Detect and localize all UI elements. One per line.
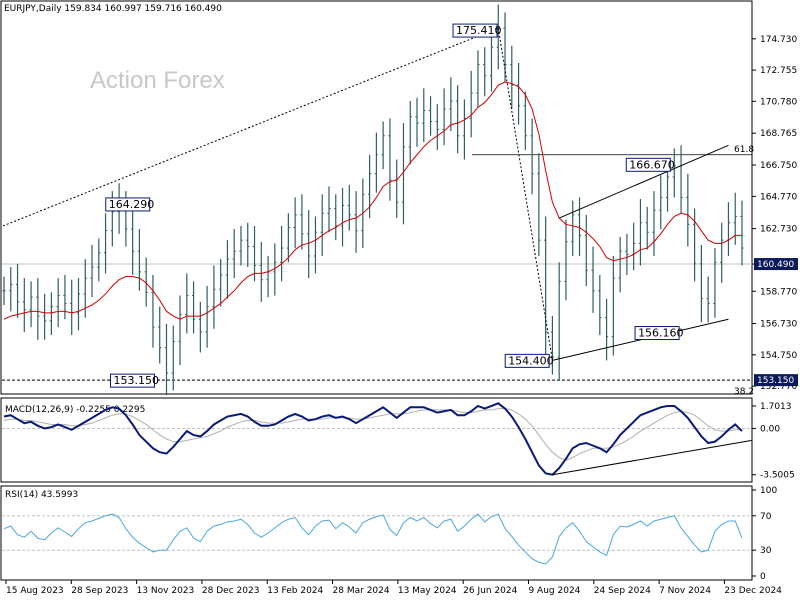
drop-line-dotted [497,27,553,361]
price-axis-label-162-730: 162.730 [760,225,797,235]
price-axis-label-174-730: 174.730 [760,35,797,45]
rsi-axis-label: 0 [760,572,766,582]
fib-618-label: 61.8 [734,145,754,155]
callout-box [634,326,680,341]
macd-main-line [3,402,743,476]
x-axis-label: 24 Sep 2024 [594,586,651,596]
current-price-badge [754,258,798,271]
macd-label: MACD(12,26,9) -0.2255 0.2295 [5,405,145,415]
upper-trendline-dotted [2,27,499,227]
price-axis-label-154-750: 154.750 [760,351,797,361]
macd-axis-label: 1.7013 [760,402,792,412]
price-axis-label-172-755: 172.755 [760,66,797,76]
rsi-axis-label: 100 [760,486,777,496]
macd-trendline [552,439,753,476]
macd-axis-label: 0.00 [760,424,780,434]
callout-label-175-410: 175.410 [456,24,502,37]
x-axis-label: 13 Nov 2023 [137,586,195,596]
axis-labels-group: 174.730 172.755 170.780 168.765 166.750 164.7… [5,35,798,596]
callout-label-154-400: 154.400 [508,354,553,367]
macd-series-group [2,402,753,476]
price-axis-label-152-770: 152.770 [760,382,797,392]
x-axis-label: 26 Jun 2024 [463,586,517,596]
callout-label-166-670: 166.670 [629,158,675,171]
x-axis-label: 28 Sep 2023 [71,586,128,596]
x-axis-label: 28 Dec 2023 [202,586,260,596]
rsi-axis-label: 30 [760,546,772,556]
support-price-badge [754,374,798,387]
price-series-group: 61.8 38.2 175.410 164.290 153.150 166.670 154.… [2,4,754,397]
x-axis-label: 9 Aug 2024 [528,586,580,596]
x-axis-label: 13 Feb 2024 [267,586,323,596]
price-axis-label-158-770: 158.770 [760,287,797,297]
callout-label-153-150: 153.150 [113,374,159,387]
symbol-header: EURJPY,Daily 159.834 160.997 159.716 160… [4,4,222,14]
moving-average-line [3,81,742,320]
watermark-text: Action Forex [90,67,225,94]
price-axis-label-170-780: 170.780 [760,97,797,107]
callout-label-164-290: 164.290 [109,198,154,211]
support-price-label: 153.150 [757,376,794,386]
price-axis-label-168-765: 168.765 [760,129,797,139]
callout-box [625,157,671,172]
callout-box [504,353,550,368]
fib-382-label: 38.2 [734,387,754,397]
rsi-label: RSI(14) 43.5993 [5,490,78,500]
callout-label-156-160: 156.160 [638,327,684,340]
x-axis-label: 23 Dec 2024 [724,586,782,596]
callout-box [105,197,151,212]
x-axis-label: 13 May 2024 [398,586,457,596]
macd-axis-label: -3.5005 [760,471,795,481]
x-axis-label: 7 Nov 2024 [659,586,711,596]
rsi-series-group [2,513,752,565]
rsi-panel-frame [0,485,753,581]
callout-box [109,373,155,388]
macd-signal-line [3,408,742,461]
price-axis-label-166-750: 166.750 [760,161,797,171]
rsi-line [3,513,743,565]
price-axis-label-164-770: 164.770 [760,192,797,202]
x-axis-label: 15 Aug 2023 [6,586,64,596]
callout-box [452,23,498,38]
upper-channel-line [558,144,729,219]
rsi-axis-label: 70 [760,512,772,522]
x-axis-label: 28 Mar 2024 [333,586,390,596]
current-price-label: 160.490 [757,260,794,270]
price-axis-label-156-730: 156.730 [760,320,797,330]
